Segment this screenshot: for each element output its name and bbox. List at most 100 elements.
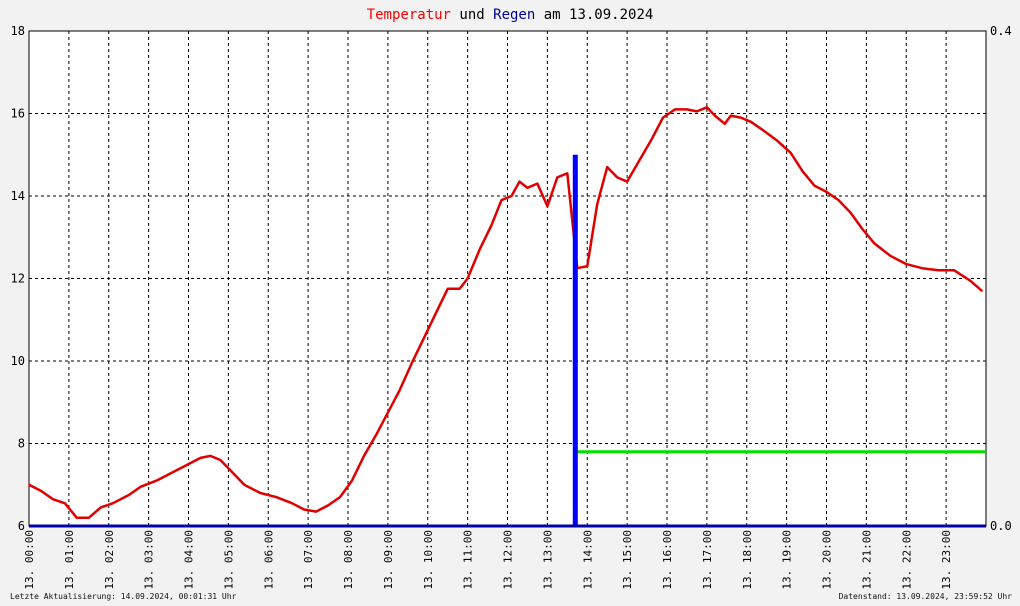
temperature-point [861,228,864,230]
series-layer [28,106,986,528]
temperature-point [187,463,190,465]
temperature-point [127,494,130,496]
title-temperatur: Temperatur [367,7,451,23]
temperature-point [363,455,365,457]
temperature-point [714,114,716,117]
x-tick-label: 13. 09:00 [382,530,395,590]
temperature-point [171,471,174,474]
temperature-point [789,151,792,154]
x-tick-label: 13. 18:00 [741,530,754,590]
x-tick-label: 13. 22:00 [900,530,913,590]
temperature-point [40,490,42,492]
y-left-tick-label: 8 [18,437,25,451]
temperature-point [969,279,971,282]
temperature-point [696,110,698,113]
chart-title: Temperatur und Regen am 13.09.2024 [367,7,654,23]
title-und: und [451,7,493,23]
temperature-point [837,199,840,201]
x-tick-label: 13. 03:00 [143,530,156,590]
y-left-tick-label: 16 [11,107,25,121]
temperature-point [500,199,503,201]
temperature-point [921,267,923,270]
temperature-point [937,269,939,272]
temperature-point [616,176,618,179]
temperature-point [566,172,569,175]
temperature-point [327,504,329,507]
x-tick-label: 13. 08:00 [342,530,355,590]
temperature-point [351,479,353,482]
x-tick-label: 13. 21:00 [860,530,873,590]
temperature-point [536,182,539,185]
x-tick-label: 13. 12:00 [502,530,515,590]
temperature-point [546,205,549,208]
temperature-point [100,506,102,509]
temperature-point [626,180,628,183]
grid [28,30,987,527]
temperature-point [749,120,752,123]
x-tick-label: 13. 23:00 [940,530,953,590]
footer-data-state: Datenstand: 13.09.2024, 23:59:52 Uhr [838,592,1012,601]
temperature-point [199,457,202,459]
temperature-point [730,114,732,117]
temperature-point [478,248,481,251]
temperature-point [303,508,305,511]
temperature-point [706,106,708,109]
temperature-point [291,502,294,505]
temperature-point [259,492,262,494]
temperature-point [526,187,529,189]
x-tick-label: 13. 06:00 [262,530,275,590]
y-left-tick-label: 6 [18,519,25,533]
temperature-point [638,160,640,162]
x-tick-label: 13. 01:00 [63,530,76,590]
temperature-point [339,496,341,498]
temperature-point [556,176,559,179]
temperature-point [423,337,425,340]
x-tick-label: 13. 17:00 [701,530,714,590]
title-regen: Regen [493,7,535,23]
temperature-point [724,123,726,125]
temperature-point [686,108,688,111]
y-right-tick-label: 0.0 [990,519,1012,533]
temperature-point [111,502,114,505]
x-tick-label: 13. 02:00 [103,530,116,590]
x-tick-label: 13. 05:00 [222,530,235,590]
temperature-point [510,195,513,197]
temperature-point [275,496,278,498]
temperature-point [775,139,778,142]
temperature-point [243,484,246,486]
temperature-point [52,498,54,501]
temperature-point [315,510,317,513]
y-axis-labels: 6 8 10 12 14 16 18 0.0 0.4 [11,24,1012,533]
temperature-point [209,455,212,457]
temperature-point [674,108,676,111]
x-tick-label: 13. 11:00 [462,530,475,590]
x-tick-label: 13. 13:00 [541,530,554,590]
temperature-point [139,486,142,488]
x-tick-label: 13. 04:00 [183,530,196,590]
x-tick-label: 13. 14:00 [581,530,594,590]
temperature-point [64,502,66,505]
y-left-tick-label: 10 [11,354,25,368]
temperature-point [662,116,664,119]
x-axis-labels: 13. 00:00 13. 01:00 13. 02:00 13. 03:00 13. … [23,530,953,590]
temperature-point [28,484,30,486]
temperature-point [219,459,222,461]
temperature-point [889,255,892,257]
temperature-point [586,265,589,267]
temperature-point [446,288,449,290]
temperature-point [155,479,158,482]
y-right-tick-label: 0.4 [990,24,1012,38]
temperature-point [905,263,908,265]
temperature-point [761,129,764,131]
x-tick-label: 13. 07:00 [302,530,315,590]
title-date: am 13.09.2024 [535,7,653,23]
temperature-point [76,517,78,519]
temperature-point [740,116,742,119]
rain-bar [572,154,578,526]
temperature-point [411,362,413,364]
temperature-point [434,312,437,315]
temperature-point [490,224,493,226]
y-left-tick-label: 18 [11,24,25,38]
temperature-point [981,290,983,292]
